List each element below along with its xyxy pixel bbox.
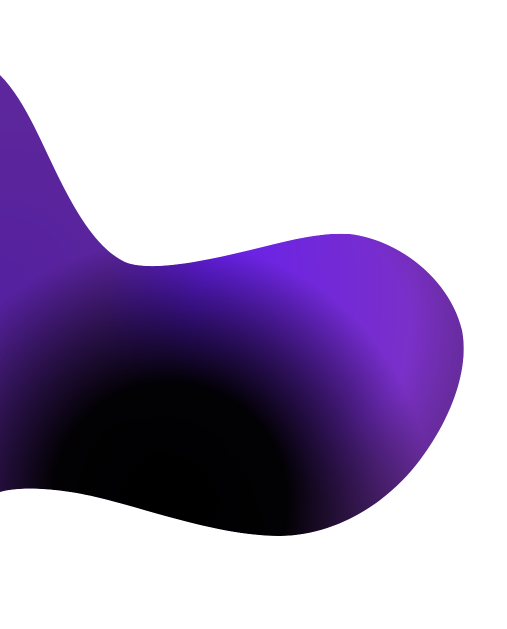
blob-shadow (0, 75, 464, 536)
